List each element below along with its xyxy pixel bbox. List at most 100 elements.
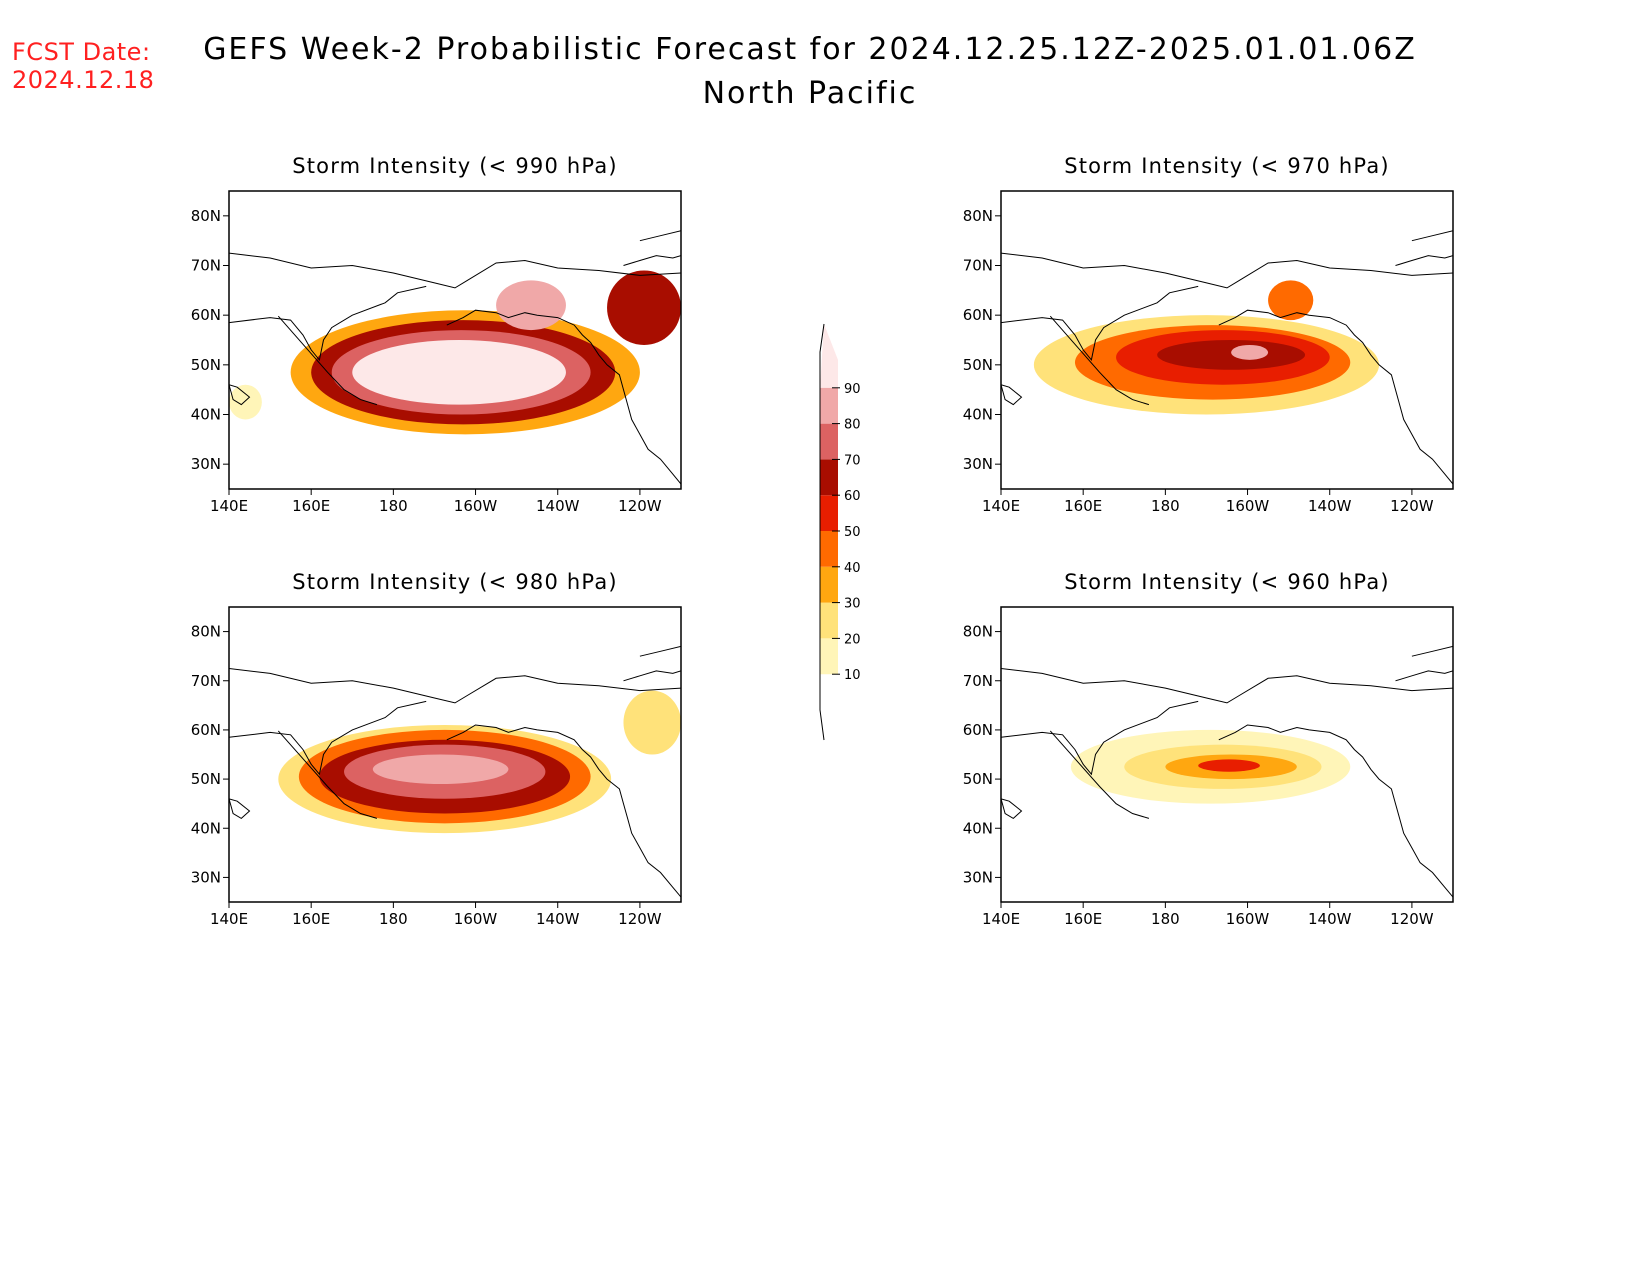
lat-tick-label: 80N xyxy=(191,623,221,641)
coastline xyxy=(446,724,681,898)
colorbar-segment xyxy=(820,638,838,675)
panel-title: Storm Intensity (< 980 hPa) xyxy=(292,570,618,594)
lon-tick-label: 160W xyxy=(1226,497,1270,515)
probability-region-4 xyxy=(1231,344,1269,360)
panel-title: Storm Intensity (< 990 hPa) xyxy=(292,154,618,178)
colorbar-segment xyxy=(820,459,838,496)
lat-tick-label: 40N xyxy=(963,406,993,424)
coastline xyxy=(1218,309,1453,485)
forecast-date-block: FCST Date: 2024.12.18 xyxy=(12,38,154,94)
lat-tick-label: 30N xyxy=(963,455,993,473)
coastline xyxy=(1411,230,1453,242)
lat-tick-label: 80N xyxy=(191,207,221,225)
coastline xyxy=(639,645,681,657)
colorbar: 10 20 30 40 50 60 70 80 90 xyxy=(819,323,861,741)
coastline xyxy=(1001,700,1199,776)
coastline xyxy=(623,255,681,266)
coastline xyxy=(277,315,378,406)
lon-tick-label: 180 xyxy=(1151,910,1180,928)
lat-tick-label: 30N xyxy=(191,868,221,886)
lat-tick-label: 40N xyxy=(191,406,221,424)
lat-tick-label: 30N xyxy=(963,868,993,886)
colorbar-segment xyxy=(820,495,838,531)
lat-tick-label: 50N xyxy=(963,356,993,374)
coastline xyxy=(1411,645,1453,657)
coastline xyxy=(1049,730,1150,819)
coastline xyxy=(229,798,251,820)
lat-tick-label: 70N xyxy=(963,672,993,690)
coastline xyxy=(229,384,251,406)
lon-tick-label: 120W xyxy=(1390,910,1434,928)
map-frame xyxy=(1000,190,1454,490)
coastline xyxy=(1001,384,1023,406)
lat-tick-label: 60N xyxy=(963,306,993,324)
lon-tick-label: 180 xyxy=(379,910,408,928)
colorbar-edge xyxy=(819,323,825,741)
map-frame xyxy=(228,606,682,903)
lat-tick-label: 50N xyxy=(191,770,221,788)
lon-tick-label: 120W xyxy=(1390,497,1434,515)
coastline xyxy=(229,700,427,776)
lat-tick-label: 40N xyxy=(963,819,993,837)
panel-title: Storm Intensity (< 960 hPa) xyxy=(1064,570,1390,594)
coastline xyxy=(1395,255,1453,266)
coastline xyxy=(229,668,681,704)
lat-tick-label: 30N xyxy=(191,455,221,473)
page-subtitle: North Pacific xyxy=(702,76,918,111)
lon-tick-label: 120W xyxy=(618,497,662,515)
page-title: GEFS Week-2 Probabilistic Forecast for 2… xyxy=(203,32,1417,67)
colorbar-tick-label: 70 xyxy=(844,453,861,468)
lat-tick-label: 70N xyxy=(191,257,221,275)
lat-tick-label: 80N xyxy=(963,623,993,641)
colorbar-segment xyxy=(820,566,838,603)
panel-p960: Storm Intensity (< 960 hPa) 80N 70N 60N 50N 4… xyxy=(963,570,1454,928)
lon-tick-label: 160E xyxy=(1064,497,1102,515)
probability-region-5 xyxy=(1268,280,1314,321)
probability-region-6 xyxy=(229,384,262,420)
lon-tick-label: 160W xyxy=(454,497,498,515)
colorbar-tick-label: 40 xyxy=(844,561,861,576)
forecast-date-label: FCST Date: xyxy=(12,38,151,66)
lon-tick-label: 140E xyxy=(982,497,1020,515)
forecast-date-value: 2024.12.18 xyxy=(12,66,155,94)
lat-tick-label: 60N xyxy=(191,721,221,739)
lat-tick-label: 40N xyxy=(191,819,221,837)
lon-tick-label: 140W xyxy=(536,497,580,515)
colorbar-segment xyxy=(820,324,838,388)
lon-tick-label: 140E xyxy=(210,497,248,515)
map-frame xyxy=(228,190,682,490)
lon-tick-label: 160W xyxy=(454,910,498,928)
lat-tick-label: 70N xyxy=(963,257,993,275)
colorbar-segment xyxy=(820,674,838,740)
probability-region-4 xyxy=(372,754,509,784)
colorbar-tick-label: 20 xyxy=(844,632,861,647)
panel-title: Storm Intensity (< 970 hPa) xyxy=(1064,154,1390,178)
panel-p980: Storm Intensity (< 980 hPa) 80N 70N 60N 50N 4… xyxy=(191,570,682,928)
lon-tick-label: 140W xyxy=(536,910,580,928)
coastline xyxy=(1049,315,1150,406)
probability-region-3 xyxy=(1157,340,1306,370)
colorbar-tick-label: 60 xyxy=(844,489,861,504)
colorbar-segment xyxy=(820,531,838,567)
colorbar-segment xyxy=(820,602,838,639)
colorbar-tick-label: 80 xyxy=(844,418,861,433)
lon-tick-label: 180 xyxy=(379,497,408,515)
lat-tick-label: 80N xyxy=(963,207,993,225)
coastline xyxy=(229,285,427,362)
probability-region-3 xyxy=(1198,759,1260,772)
coastline xyxy=(1001,285,1199,362)
probability-region-5 xyxy=(607,270,681,345)
lat-tick-label: 50N xyxy=(963,770,993,788)
colorbar-tick-label: 10 xyxy=(844,668,861,683)
coastline xyxy=(277,730,378,819)
probability-region-5 xyxy=(623,690,681,755)
lat-tick-label: 70N xyxy=(191,672,221,690)
panel-p990: Storm Intensity (< 990 hPa) 80N 70N 60N 50N 4… xyxy=(191,154,682,515)
lon-tick-label: 120W xyxy=(618,910,662,928)
colorbar-tick-label: 30 xyxy=(844,597,861,612)
coastline xyxy=(446,309,681,485)
lat-tick-label: 50N xyxy=(191,356,221,374)
lon-tick-label: 160E xyxy=(1064,910,1102,928)
coastline xyxy=(1001,798,1023,820)
